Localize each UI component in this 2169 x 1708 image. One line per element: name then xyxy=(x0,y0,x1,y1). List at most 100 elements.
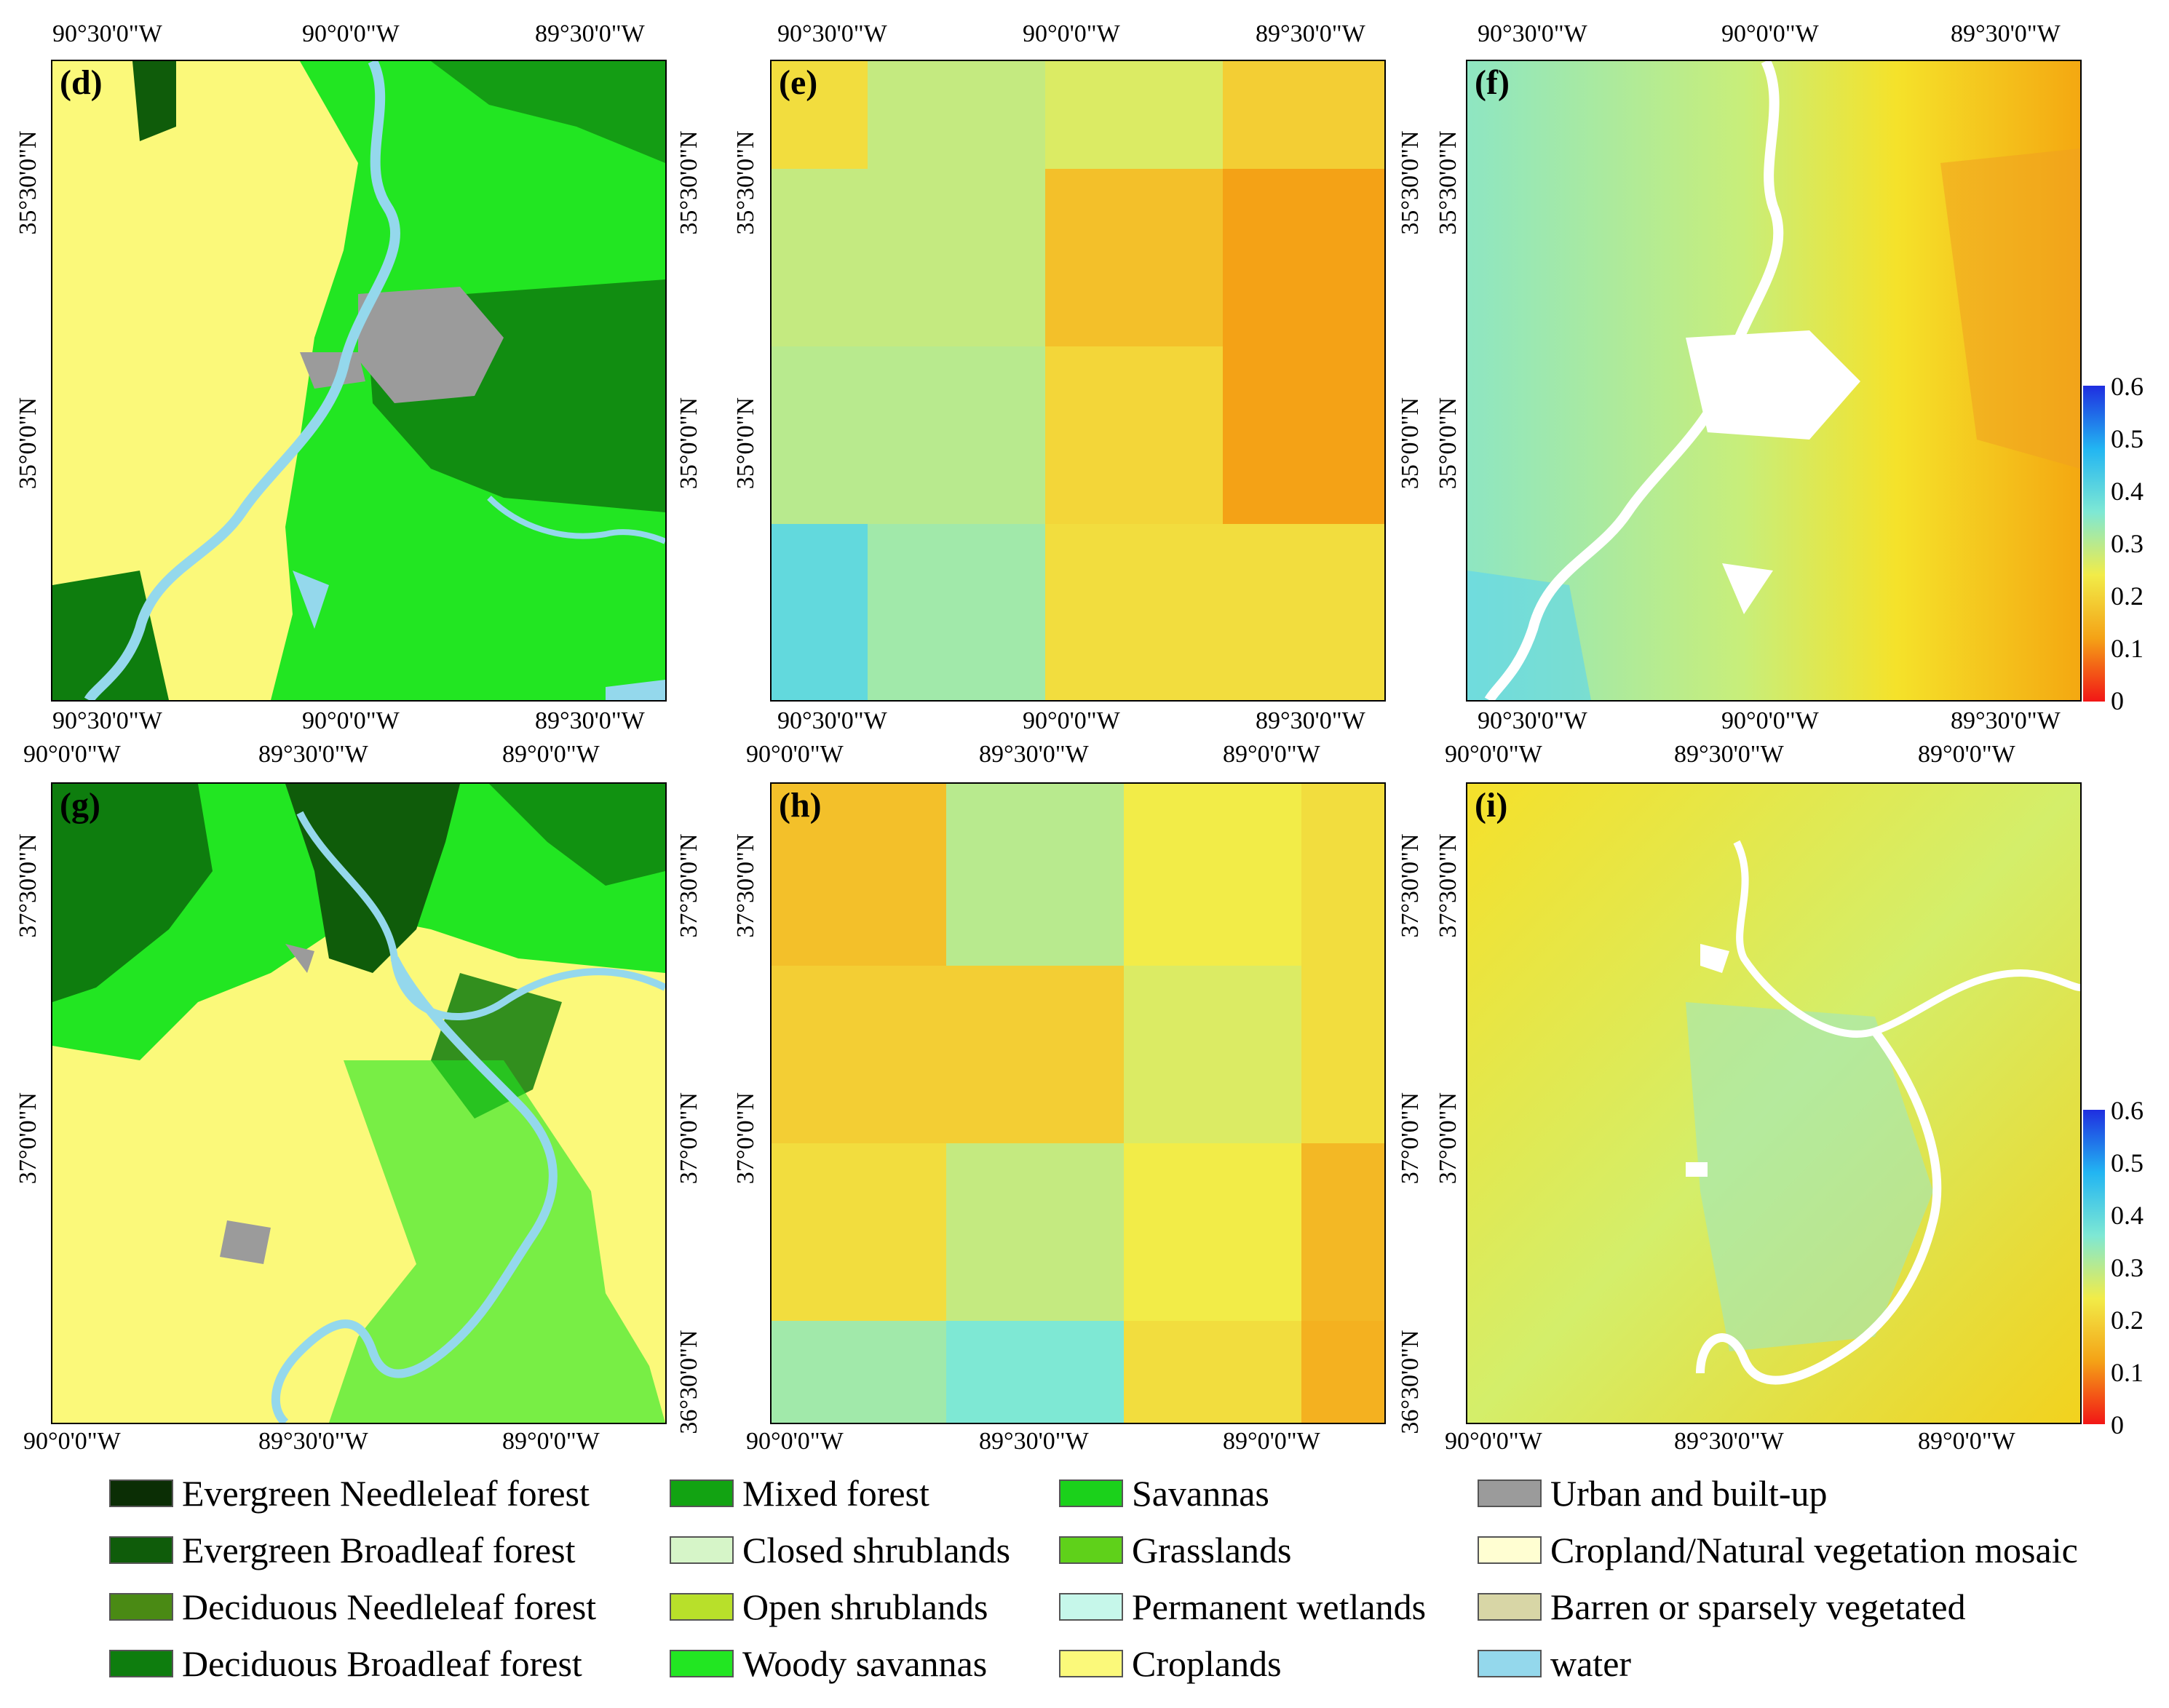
top-tick: 89°30'0"W xyxy=(1674,741,1784,768)
left-tick: 35°30'0"N xyxy=(732,130,759,235)
legend-swatch xyxy=(1059,1536,1123,1564)
legend-item: Mixed forest xyxy=(670,1471,929,1515)
bottom-tick: 89°0'0"W xyxy=(1223,1428,1320,1455)
grid-cell xyxy=(868,169,1045,346)
legend-swatch xyxy=(1478,1593,1542,1621)
grid-cell xyxy=(1045,346,1223,524)
top-tick: 90°0'0"W xyxy=(1023,20,1120,47)
grid-map-h xyxy=(770,782,1386,1424)
right-tick: 35°30'0"N xyxy=(1397,130,1424,235)
legend-label: Woody savannas xyxy=(742,1643,988,1684)
grid-cell xyxy=(868,346,1045,524)
legend-item: water xyxy=(1478,1642,1631,1685)
top-tick: 89°30'0"W xyxy=(1256,20,1365,47)
legend-label: Deciduous Needleleaf forest xyxy=(182,1586,597,1627)
panel-label: (d) xyxy=(60,63,103,102)
panel-label: (h) xyxy=(779,786,822,825)
bottom-tick: 89°30'0"W xyxy=(979,1428,1089,1455)
left-tick: 37°30'0"N xyxy=(15,833,41,938)
legend-swatch xyxy=(109,1593,173,1621)
legend-swatch xyxy=(109,1650,173,1677)
legend-item: Croplands xyxy=(1059,1642,1282,1685)
legend-item: Permanent wetlands xyxy=(1059,1585,1426,1629)
right-tick: 36°30'0"N xyxy=(675,1330,702,1434)
legend-label: Barren or sparsely vegetated xyxy=(1550,1586,1966,1627)
right-tick: 35°30'0"N xyxy=(675,130,702,235)
legend-item: Urban and built-up xyxy=(1478,1471,1827,1515)
grid-cell xyxy=(772,966,946,1143)
legend-item: Woody savannas xyxy=(670,1642,987,1685)
bottom-tick: 90°30'0"W xyxy=(52,707,162,734)
grid-cell xyxy=(772,784,946,966)
colorbar-label: 0.5 xyxy=(2111,1148,2144,1177)
grid-cell xyxy=(772,169,868,346)
legend-swatch xyxy=(670,1536,734,1564)
colorbar-label: 0.4 xyxy=(2111,1201,2144,1230)
legend-item: Grasslands xyxy=(1059,1528,1291,1572)
left-tick: 35°0'0"N xyxy=(732,397,759,490)
colorbar-label: 0.2 xyxy=(2111,581,2144,611)
legend-label: Closed shrublands xyxy=(742,1530,1011,1570)
right-tick: 37°0'0"N xyxy=(675,1092,702,1185)
legend-swatch xyxy=(670,1650,734,1677)
grid-cell xyxy=(1045,169,1223,346)
top-tick: 89°30'0"W xyxy=(258,741,368,768)
fine-canvas-f xyxy=(1467,61,2080,700)
bottom-tick: 89°30'0"W xyxy=(258,1428,368,1455)
land-cover-map xyxy=(51,782,667,1424)
left-tick: 37°30'0"N xyxy=(1435,833,1462,938)
bottom-tick: 89°30'0"W xyxy=(1951,707,2061,734)
right-tick: 37°30'0"N xyxy=(1397,833,1424,938)
colorbar-label: 0.3 xyxy=(2111,529,2144,558)
left-tick: 37°30'0"N xyxy=(732,833,759,938)
colorbar-label: 0.3 xyxy=(2111,1253,2144,1282)
top-tick: 90°30'0"W xyxy=(52,20,162,47)
top-tick: 89°0'0"W xyxy=(1918,741,2015,768)
legend-swatch xyxy=(109,1479,173,1507)
grid-cell xyxy=(1124,1143,1301,1321)
legend-swatch xyxy=(1059,1479,1123,1507)
grid-cell xyxy=(946,1321,1124,1423)
top-tick: 89°0'0"W xyxy=(502,741,600,768)
grid-cell xyxy=(1301,1143,1384,1321)
right-tick: 35°0'0"N xyxy=(675,397,702,490)
colorbar-label: 0.5 xyxy=(2111,424,2144,453)
fine-map-f xyxy=(1466,60,2082,702)
land-cover-map xyxy=(51,60,667,702)
grid-cell xyxy=(772,524,868,700)
right-tick: 37°30'0"N xyxy=(675,833,702,938)
left-tick: 35°0'0"N xyxy=(1435,397,1462,490)
legend-swatch xyxy=(1478,1536,1542,1564)
legend-label: Grasslands xyxy=(1132,1530,1292,1570)
colorbar-label: 0 xyxy=(2111,686,2124,715)
legend-item: Savannas xyxy=(1059,1471,1269,1515)
legend-label: Savannas xyxy=(1132,1473,1269,1514)
top-tick: 89°30'0"W xyxy=(979,741,1089,768)
legend-swatch xyxy=(1059,1593,1123,1621)
legend-item: Barren or sparsely vegetated xyxy=(1478,1585,1966,1629)
right-tick: 36°30'0"N xyxy=(1397,1330,1424,1434)
legend-label: Evergreen Broadleaf forest xyxy=(182,1530,576,1570)
colorbar xyxy=(2083,386,2105,702)
legend-label: Open shrublands xyxy=(742,1586,988,1627)
colorbar-label: 0.6 xyxy=(2111,372,2144,401)
grid-cell xyxy=(1223,524,1384,700)
legend-label: Urban and built-up xyxy=(1550,1473,1828,1514)
panel-label: (e) xyxy=(779,63,818,102)
top-tick: 90°30'0"W xyxy=(1478,20,1587,47)
grid-cell xyxy=(772,1321,946,1423)
legend-label: Permanent wetlands xyxy=(1132,1586,1427,1627)
fine-canvas-i xyxy=(1467,784,2080,1423)
grid-cell xyxy=(1223,169,1384,346)
legend-swatch xyxy=(670,1479,734,1507)
grid-cell xyxy=(1124,966,1301,1143)
land-cover-canvas xyxy=(52,784,665,1423)
grid-cell xyxy=(946,966,1124,1143)
grid-cell xyxy=(772,1143,946,1321)
legend-label: Deciduous Broadleaf forest xyxy=(182,1643,582,1684)
grid-cell xyxy=(1301,784,1384,966)
bottom-tick: 90°0'0"W xyxy=(1023,707,1120,734)
grid-cell xyxy=(1223,346,1384,524)
legend-label: Cropland/Natural vegetation mosaic xyxy=(1550,1530,2078,1570)
